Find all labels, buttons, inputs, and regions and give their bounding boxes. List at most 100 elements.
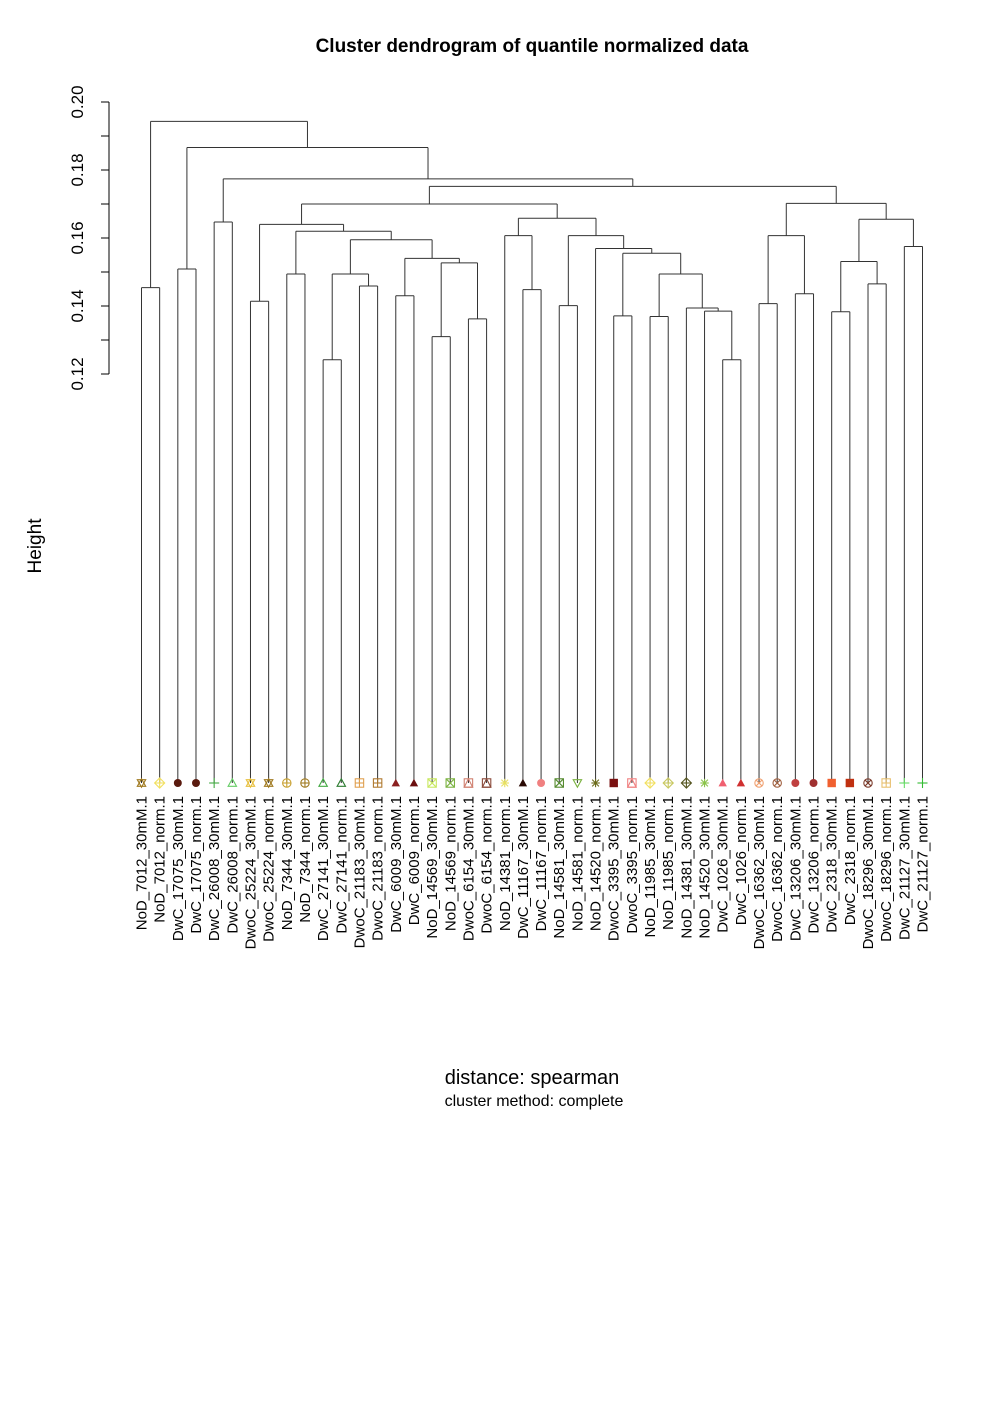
leaf-marker (772, 778, 782, 788)
leaf-label: DwoC_6154_30mM.1 (460, 796, 477, 941)
leaf-marker (754, 778, 764, 788)
leaf-marker (791, 779, 800, 787)
leaf-marker (591, 778, 600, 788)
leaf-marker (899, 777, 910, 789)
y-tick-label: 0.20 (68, 85, 87, 118)
leaf-marker (354, 778, 365, 788)
leaf-label: DwoC_18296_30mM.1 (860, 796, 877, 949)
leaf-marker (317, 777, 329, 787)
leaf-labels: NoD_7012_30mM.1 NoD_7012_norm.1 DwC_17075_… (134, 796, 932, 949)
leaf-label: DwC_11167_norm.1 (533, 796, 550, 931)
leaf-label: DwoC_18296_norm.1 (878, 796, 895, 942)
leaf-label: NoD_14581_norm.1 (569, 796, 586, 931)
leaf-label: NoD_14381_30mM.1 (678, 796, 695, 939)
leaf-label: DwoC_3395_30mM.1 (606, 796, 623, 941)
leaf-marker (263, 777, 274, 789)
leaf-label: NoD_7012_norm.1 (152, 796, 169, 923)
chart-title: Cluster dendrogram of quantile normalize… (316, 36, 749, 57)
leaf-label: NoD_11985_norm.1 (660, 796, 677, 930)
leaf-label: DwoC_16362_norm.1 (769, 796, 786, 942)
leaf-marker (500, 778, 509, 788)
leaf-marker (209, 777, 220, 789)
leaf-label: DwC_17075_30mM.1 (170, 796, 187, 941)
y-tick-label: 0.12 (68, 357, 87, 390)
leaf-label: DwC_26008_norm.1 (224, 796, 241, 934)
leaf-label: DwC_6009_norm.1 (406, 796, 423, 925)
leaf-marker (644, 777, 656, 789)
leaf-marker (481, 777, 492, 788)
leaf-marker (372, 778, 383, 788)
distance-label: distance: spearman (445, 1067, 620, 1089)
y-axis-label: Height (25, 518, 46, 574)
leaf-label: NoD_11985_30mM.1 (642, 796, 659, 937)
leaf-label: DwoC_21183_norm.1 (370, 796, 387, 941)
leaf-marker (609, 778, 618, 788)
leaf-marker (863, 778, 873, 788)
y-tick-label: 0.14 (68, 289, 87, 322)
leaf-marker (827, 778, 836, 788)
leaf-marker (917, 777, 928, 789)
leaf-label: NoD_14581_30mM.1 (551, 796, 568, 939)
leaf-label: DwC_13206_30mM.1 (787, 796, 804, 941)
cluster-method-label: cluster method: complete (445, 1093, 624, 1110)
leaf-label: NoD_14381_norm.1 (497, 796, 514, 931)
leaf-label: DwC_1026_30mM.1 (715, 796, 732, 933)
leaf-label: NoD_7344_norm.1 (297, 796, 314, 923)
y-tick-label: 0.16 (68, 221, 87, 254)
leaf-marker (680, 777, 693, 789)
leaf-label: NoD_14520_30mM.1 (697, 796, 714, 939)
leaf-marker (881, 778, 891, 788)
leaf-label: DwC_21127_norm.1 (915, 796, 932, 932)
y-tick-label: 0.18 (68, 153, 87, 186)
leaf-markers (136, 777, 928, 789)
leaf-label: NoD_7344_30mM.1 (279, 796, 296, 930)
leaf-label: DwC_2318_30mM.1 (824, 796, 841, 933)
leaf-marker (336, 777, 347, 787)
leaf-label: DwC_26008_30mM.1 (206, 796, 223, 941)
leaf-label: NoD_7012_30mM.1 (134, 796, 151, 930)
leaf-marker (736, 778, 746, 787)
leaf-label: DwoC_21183_30mM.1 (351, 796, 368, 948)
leaf-marker (173, 779, 182, 787)
leaf-label: DwC_27141_norm.1 (333, 796, 350, 934)
leaf-label: DwoC_25224_30mM.1 (242, 796, 259, 949)
dendrogram-branches (141, 120, 923, 783)
leaf-label: NoD_14520_norm.1 (588, 796, 605, 931)
leaf-marker (718, 778, 727, 787)
leaf-label: DwoC_16362_30mM.1 (751, 796, 768, 949)
leaf-label: DwC_1026_norm.1 (733, 796, 750, 925)
leaf-marker (136, 777, 147, 789)
leaf-marker (572, 779, 583, 789)
leaf-label: DwoC_6154_norm.1 (479, 796, 496, 934)
leaf-marker (845, 778, 855, 788)
leaf-label: NoD_14569_30mM.1 (424, 796, 441, 939)
leaf-marker (153, 777, 166, 789)
leaf-label: DwoC_25224_norm.1 (261, 796, 278, 942)
leaf-marker (463, 777, 474, 788)
leaf-marker (409, 778, 419, 787)
leaf-marker (662, 777, 675, 789)
leaf-marker (537, 779, 546, 787)
leaf-marker (391, 778, 400, 787)
leaf-marker (445, 778, 456, 788)
leaf-marker (245, 777, 256, 789)
leaf-marker (700, 778, 709, 788)
leaf-marker (626, 777, 637, 788)
leaf-marker (191, 779, 200, 787)
leaf-label: DwC_17075_norm.1 (188, 796, 205, 934)
leaf-label: DwC_13206_norm.1 (806, 796, 823, 934)
leaf-marker (427, 778, 437, 788)
leaf-marker (227, 777, 238, 787)
leaf-label: DwC_21127_30mM.1 (896, 796, 913, 940)
y-axis: 0.12 0.14 0.16 0.18 0.20 (68, 85, 110, 391)
leaf-label: DwC_27141_30mM.1 (315, 796, 332, 941)
leaf-label: DwC_11167_30mM.1 (515, 796, 532, 939)
leaf-label: DwC_6009_30mM.1 (388, 796, 405, 933)
leaf-marker (518, 778, 528, 787)
leaf-marker (282, 778, 292, 788)
leaf-marker (809, 779, 818, 787)
leaf-marker (554, 778, 564, 788)
leaf-label: NoD_14569_norm.1 (442, 796, 459, 931)
leaf-label: DwoC_3395_norm.1 (624, 796, 641, 934)
